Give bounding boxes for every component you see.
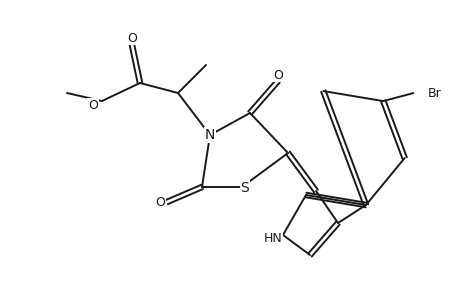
Text: HN: HN (263, 232, 282, 245)
Text: O: O (127, 32, 137, 44)
Text: Br: Br (426, 87, 440, 100)
Text: O: O (273, 68, 282, 82)
Text: O: O (88, 98, 98, 112)
Text: N: N (204, 128, 215, 142)
Text: O: O (155, 196, 165, 208)
Text: S: S (240, 181, 249, 195)
